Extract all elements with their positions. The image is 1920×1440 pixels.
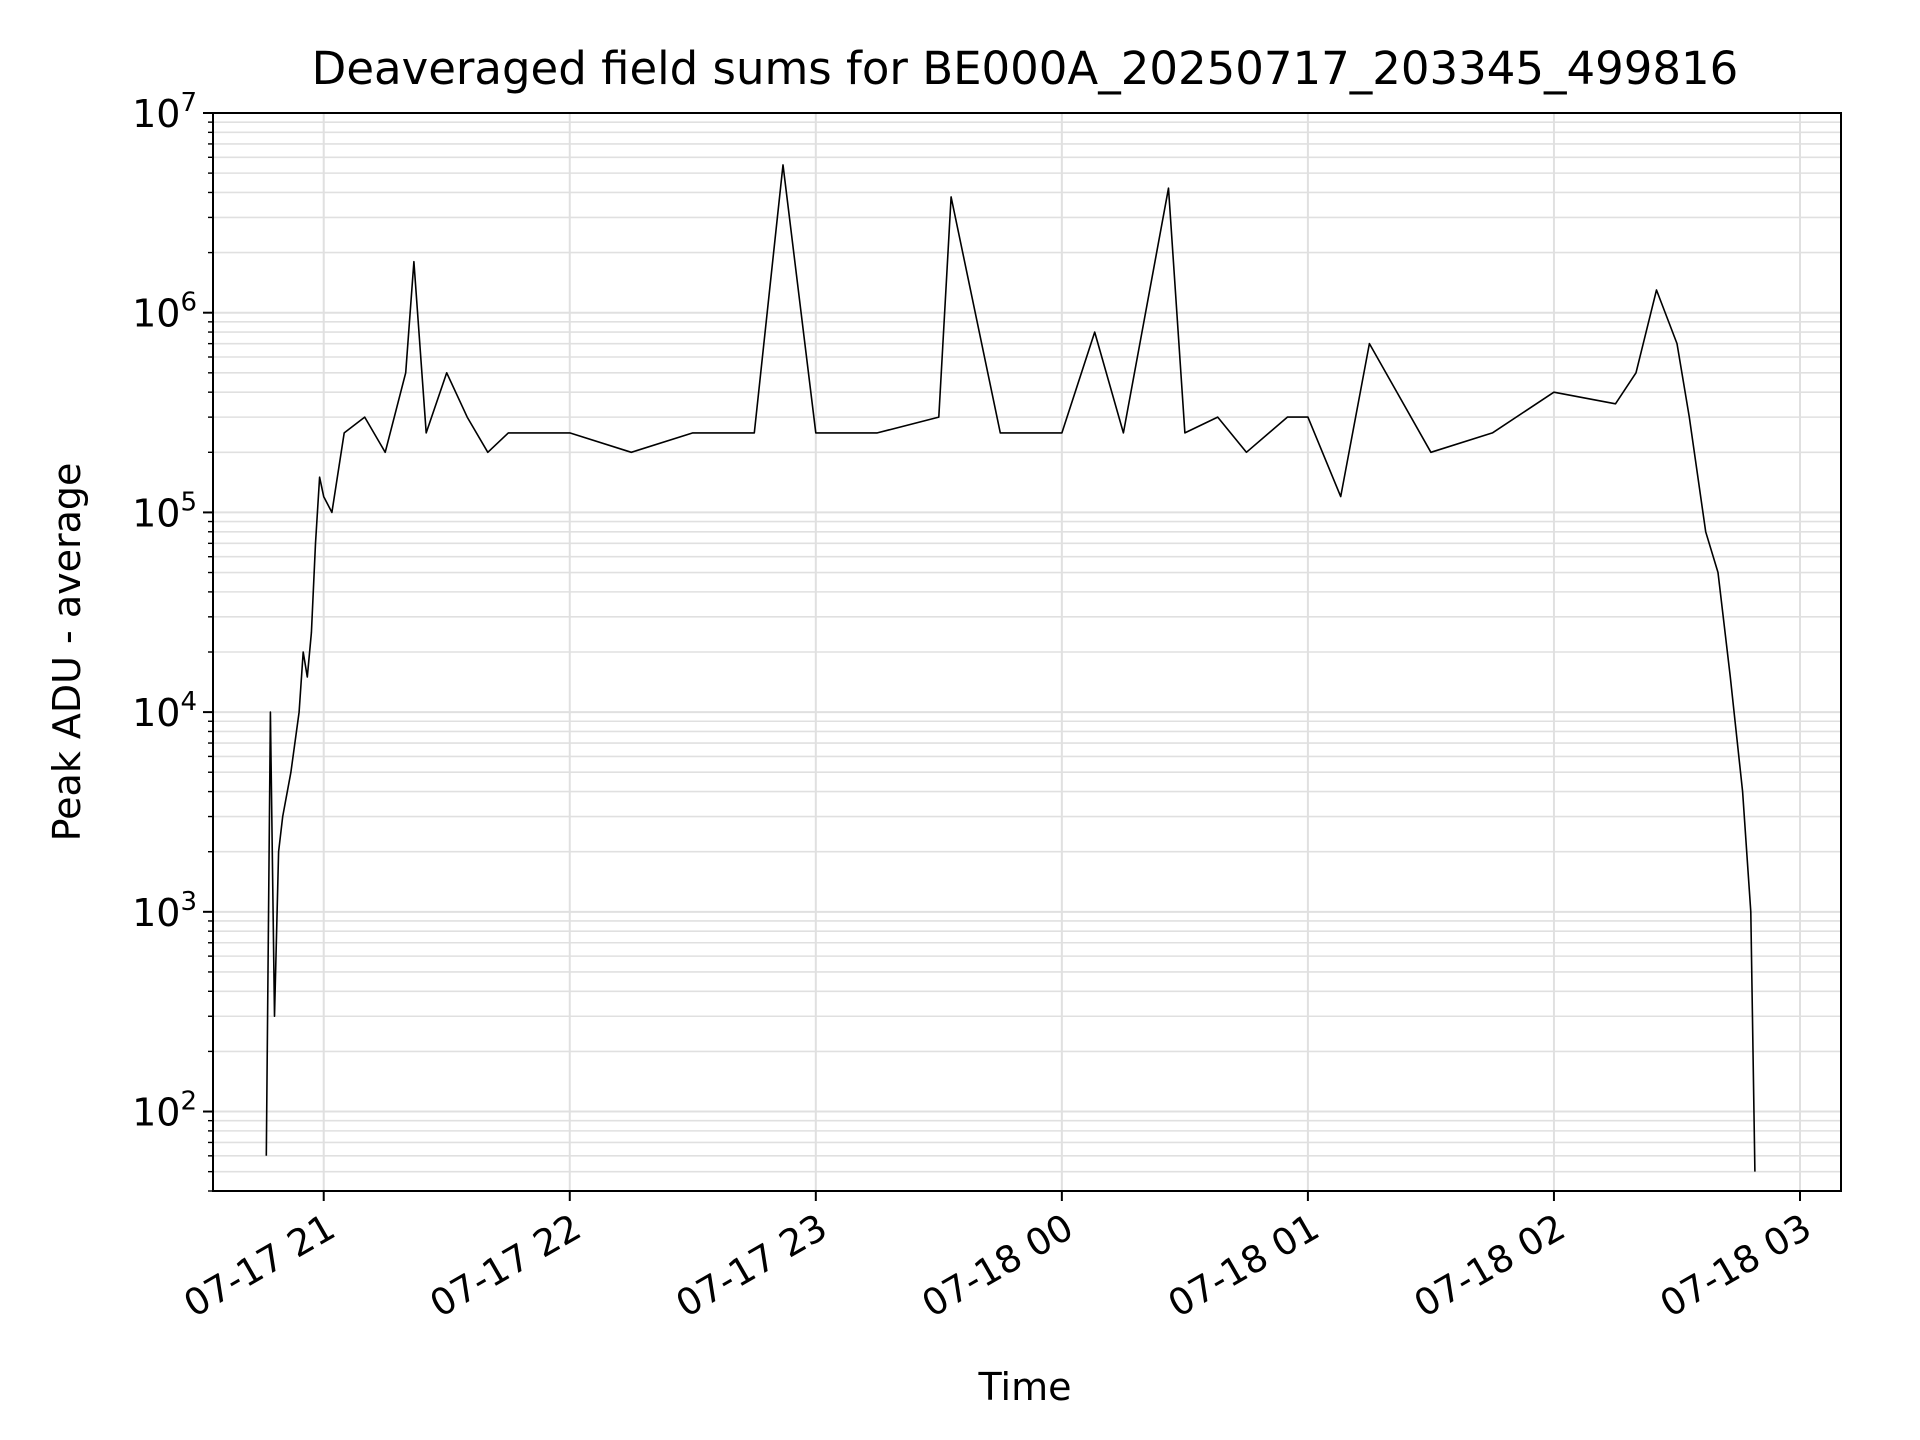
y-tick-label: 107 <box>132 88 197 136</box>
series-line <box>265 164 1756 1172</box>
y-tick-exponent: 3 <box>180 887 197 917</box>
y-tick-exponent: 2 <box>180 1087 197 1117</box>
y-tick-base: 10 <box>132 691 180 735</box>
y-tick-label: 104 <box>132 687 197 735</box>
y-tick-label: 102 <box>132 1087 197 1135</box>
y-tick-base: 10 <box>132 292 180 336</box>
y-tick-base: 10 <box>132 491 180 535</box>
y-tick-base: 10 <box>132 92 180 136</box>
y-tick-label: 106 <box>132 288 197 336</box>
y-tick-exponent: 5 <box>180 487 197 517</box>
y-tick-exponent: 7 <box>180 88 197 118</box>
y-tick-label: 103 <box>132 887 197 935</box>
chart-title: Deaveraged field sums for BE000A_2025071… <box>312 42 1739 95</box>
y-tick-exponent: 6 <box>180 288 197 318</box>
x-axis-label: Time <box>978 1365 1072 1409</box>
y-axis-label: Peak ADU - average <box>45 463 89 842</box>
y-tick-exponent: 4 <box>180 687 197 717</box>
series-layer <box>265 164 1756 1172</box>
y-tick-label: 105 <box>132 487 197 535</box>
grid <box>213 112 1841 1192</box>
y-tick-base: 10 <box>132 1091 180 1135</box>
y-tick-base: 10 <box>132 891 180 935</box>
